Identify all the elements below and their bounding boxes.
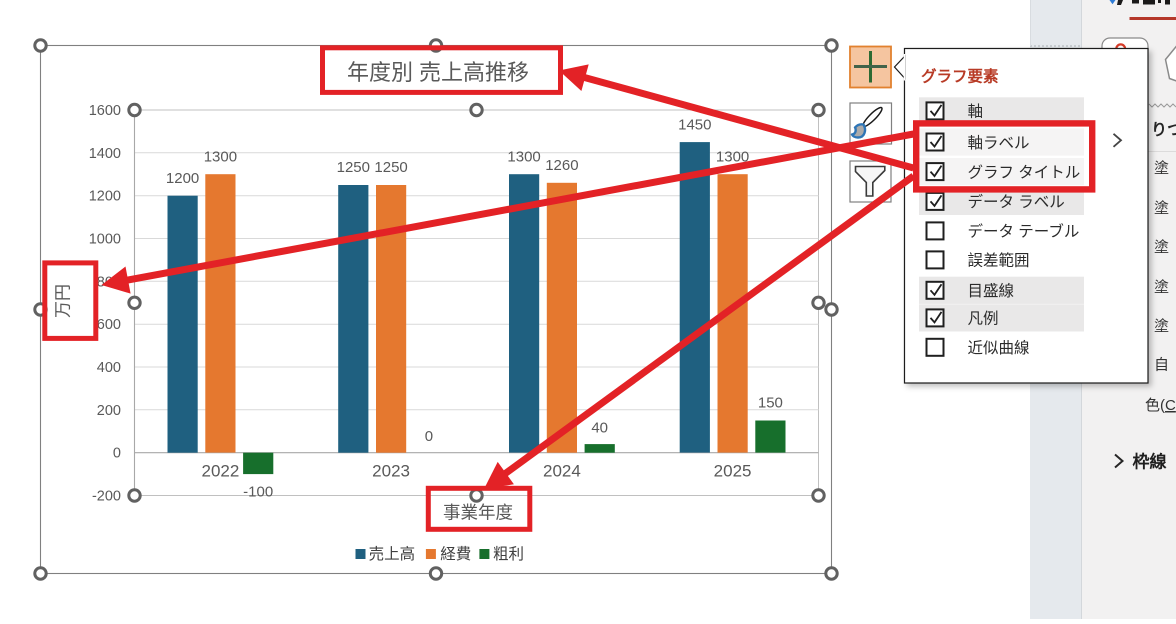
- svg-text:万円: 万円: [54, 284, 73, 318]
- svg-text:200: 200: [97, 403, 121, 419]
- svg-text:塗: 塗: [1154, 199, 1169, 217]
- svg-text:2022: 2022: [201, 462, 239, 481]
- svg-text:データ テーブル: データ テーブル: [968, 222, 1080, 241]
- svg-text:経費: 経費: [440, 545, 471, 563]
- svg-text:1300: 1300: [204, 148, 237, 165]
- svg-text:1600: 1600: [89, 103, 121, 119]
- svg-text:2023: 2023: [372, 462, 410, 481]
- svg-text:グラフ要素: グラフ要素: [921, 67, 999, 86]
- svg-text:軸ラベル: 軸ラベル: [968, 134, 1030, 152]
- svg-text:色(C: 色(C: [1145, 397, 1176, 414]
- svg-text:データ ラベル: データ ラベル: [968, 192, 1065, 211]
- svg-text:りつ: りつ: [1151, 121, 1176, 139]
- svg-text:凡例: 凡例: [968, 310, 999, 328]
- svg-text:枠線: 枠線: [1133, 452, 1167, 472]
- svg-text:目盛線: 目盛線: [968, 282, 1015, 300]
- svg-text:2025: 2025: [714, 462, 752, 481]
- svg-text:40: 40: [591, 419, 608, 436]
- svg-text:1250: 1250: [337, 159, 370, 176]
- svg-text:誤差範囲: 誤差範囲: [968, 252, 1030, 270]
- svg-text:1200: 1200: [89, 189, 121, 205]
- svg-text:600: 600: [97, 317, 121, 333]
- svg-text:塗: 塗: [1154, 159, 1169, 177]
- svg-text:近似曲線: 近似曲線: [968, 339, 1030, 357]
- svg-text:1000: 1000: [89, 232, 121, 248]
- svg-text:1200: 1200: [166, 170, 199, 187]
- svg-text:自: 自: [1154, 357, 1169, 374]
- svg-text:1260: 1260: [545, 157, 578, 174]
- svg-text:0: 0: [113, 446, 121, 462]
- svg-text:1400: 1400: [89, 146, 121, 162]
- svg-text:塗: 塗: [1154, 238, 1169, 256]
- svg-text:塗: 塗: [1154, 317, 1169, 335]
- svg-text:-200: -200: [92, 489, 121, 505]
- svg-text:事業年度: 事業年度: [443, 503, 513, 523]
- svg-text:粗利: 粗利: [493, 545, 524, 563]
- svg-text:150: 150: [758, 395, 783, 412]
- svg-text:塗: 塗: [1154, 278, 1169, 296]
- svg-text:1450: 1450: [678, 116, 711, 133]
- svg-text:0: 0: [425, 428, 433, 445]
- svg-text:2024: 2024: [543, 462, 581, 481]
- svg-text:1300: 1300: [507, 148, 540, 165]
- svg-text:-100: -100: [243, 483, 273, 500]
- svg-text:売上高: 売上高: [369, 545, 416, 563]
- svg-text:400: 400: [97, 360, 121, 376]
- svg-text:軸: 軸: [968, 103, 984, 121]
- svg-text:グラフ タイトル: グラフ タイトル: [968, 163, 1081, 181]
- svg-text:年度別 売上高推移: 年度別 売上高推移: [347, 60, 529, 85]
- svg-text:1250: 1250: [374, 159, 407, 176]
